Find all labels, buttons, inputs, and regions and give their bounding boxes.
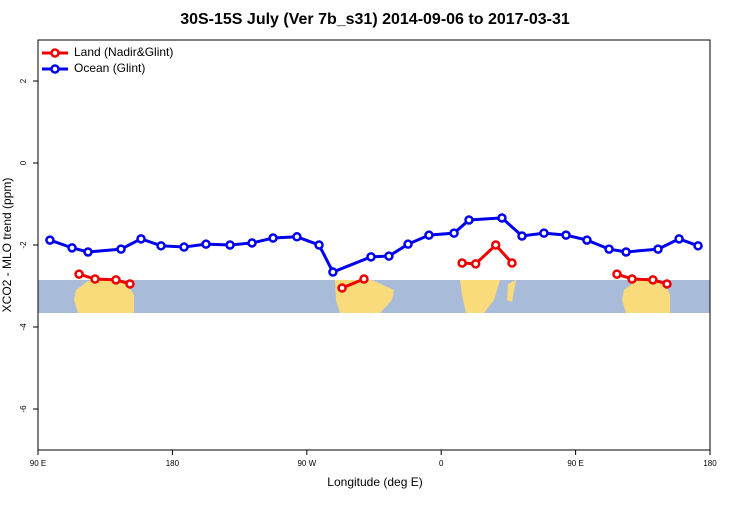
point (497, 213, 507, 223)
point (359, 274, 369, 284)
point (674, 234, 684, 244)
point (337, 283, 347, 293)
x-tick-label: 180 (703, 459, 717, 468)
y-axis-label: XCO2 - MLO trend (ppm) (0, 178, 14, 313)
point (449, 228, 459, 238)
x-tick-label: 90 E (30, 459, 46, 468)
point (268, 233, 278, 243)
chart-title: 30S-15S July (Ver 7b_s31) 2014-09-06 to … (180, 11, 570, 28)
x-tick-label: 90 E (567, 459, 583, 468)
point (582, 235, 592, 245)
point (627, 274, 637, 284)
point (612, 269, 622, 279)
point (648, 275, 658, 285)
point (225, 240, 235, 250)
point (621, 247, 631, 257)
legend-label: Ocean (Glint) (74, 61, 145, 75)
map-band (38, 279, 710, 313)
point (314, 240, 324, 250)
point (604, 244, 614, 254)
point (247, 238, 257, 248)
point (424, 230, 434, 240)
y-tick-label: 0 (19, 160, 28, 165)
legend-marker (50, 64, 60, 74)
point (179, 242, 189, 252)
point (539, 228, 549, 238)
point (90, 274, 100, 284)
point (366, 252, 376, 262)
series-line (78, 242, 668, 290)
y-tick-label: -2 (19, 241, 28, 249)
y-tick-label: -6 (19, 405, 28, 413)
point (517, 231, 527, 241)
point (470, 259, 481, 269)
point (74, 269, 84, 279)
series-line (49, 216, 699, 274)
point (561, 230, 571, 240)
point (662, 279, 672, 289)
point (653, 244, 663, 254)
y-tick-label: -4 (19, 323, 28, 331)
x-tick-label: 0 (439, 459, 444, 468)
x-tick-label: 90 W (297, 459, 316, 468)
point (83, 247, 93, 257)
point (156, 241, 166, 251)
point (111, 275, 121, 285)
point (490, 240, 501, 250)
legend-label: Land (Nadir&Glint) (74, 45, 173, 59)
point (45, 235, 55, 245)
x-tick-label: 180 (166, 459, 180, 468)
point (403, 239, 413, 249)
legend-marker (50, 48, 60, 58)
point (116, 244, 126, 254)
point (457, 258, 467, 268)
point (67, 243, 77, 253)
point (292, 232, 302, 242)
point (384, 251, 394, 261)
x-axis-label: Longitude (deg E) (327, 475, 422, 489)
point (507, 258, 517, 268)
point (201, 239, 211, 249)
point (693, 241, 703, 251)
point (328, 267, 338, 277)
y-tick-label: 2 (19, 78, 28, 83)
point (464, 215, 474, 225)
point (136, 234, 146, 244)
point (125, 279, 135, 289)
